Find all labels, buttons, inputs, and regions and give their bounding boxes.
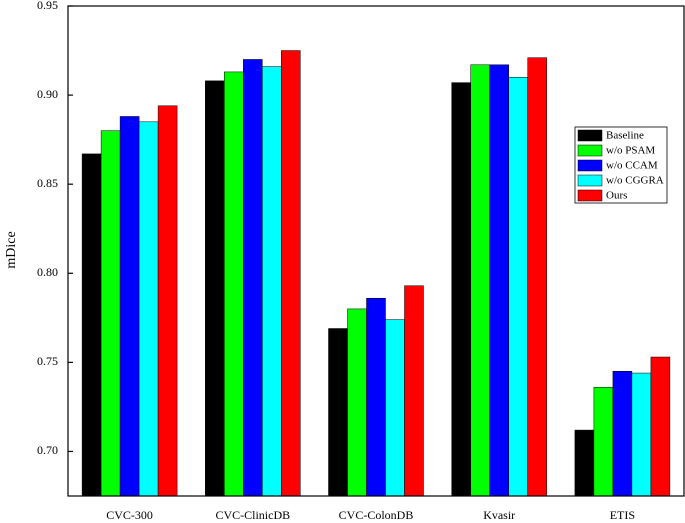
bar: [81, 153, 102, 497]
bar: [119, 116, 140, 497]
bar: [281, 50, 301, 497]
bar: [593, 387, 614, 497]
bar: [262, 66, 282, 497]
x-tick-label: CVC-ColonDB: [339, 508, 414, 522]
bar: [100, 130, 121, 497]
plot-frame: [67, 5, 685, 497]
legend-swatch: [577, 174, 603, 187]
bar: [508, 77, 528, 497]
y-tick-label: 0.80: [37, 265, 58, 279]
legend-swatch: [577, 129, 603, 142]
y-tick-label: 0.70: [37, 443, 58, 457]
legend-label: w/o PSAM: [606, 145, 655, 157]
legend-label: Ours: [606, 190, 627, 202]
x-tick-label: CVC-ClinicDB: [215, 508, 290, 522]
bar: [631, 372, 652, 497]
legend-label: Baseline: [606, 130, 644, 142]
bar: [205, 80, 225, 497]
legend-swatch: [577, 189, 603, 202]
y-tick-label: 0.75: [37, 354, 58, 368]
bar: [470, 64, 490, 497]
y-tick-label: 0.85: [37, 176, 58, 190]
bar: [328, 328, 348, 497]
x-tick-label: ETIS: [610, 508, 635, 522]
bar: [612, 371, 633, 497]
bar: [385, 319, 405, 497]
bar: [138, 121, 159, 497]
bar: [224, 71, 244, 497]
legend-label: w/o CCAM: [606, 160, 658, 172]
bar: [347, 308, 367, 497]
bar: [650, 356, 671, 497]
legend-swatch: [577, 144, 603, 157]
bar: [157, 105, 178, 497]
bar: [366, 297, 386, 497]
y-axis-label: mDice: [4, 231, 19, 268]
bar: [404, 285, 424, 497]
y-tick-label: 0.95: [37, 0, 58, 12]
legend-label: w/o CGGRA: [606, 175, 664, 187]
x-tick-label: Kvasir: [483, 508, 515, 522]
bar: [574, 429, 595, 497]
bar: [489, 64, 509, 497]
bar: [243, 59, 263, 497]
x-tick-label: CVC-300: [106, 508, 153, 522]
bar: [527, 57, 547, 497]
y-tick-label: 0.90: [37, 87, 58, 101]
bar: [451, 82, 471, 497]
legend-swatch: [577, 159, 603, 172]
